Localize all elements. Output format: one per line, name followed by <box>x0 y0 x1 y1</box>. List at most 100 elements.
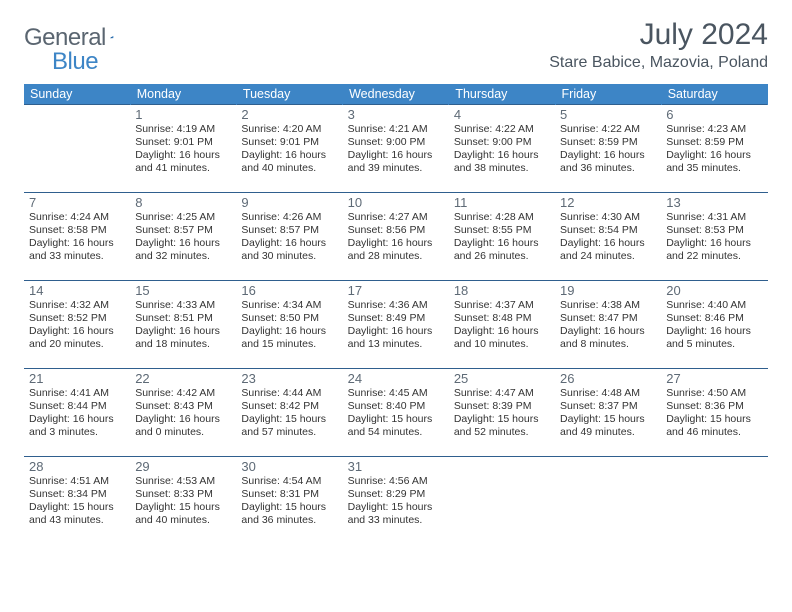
day-details: Sunrise: 4:22 AMSunset: 9:00 PMDaylight:… <box>454 123 550 176</box>
sunrise-line: Sunrise: 4:32 AM <box>29 299 125 312</box>
sunset-line: Sunset: 8:52 PM <box>29 312 125 325</box>
day-number: 8 <box>135 195 231 210</box>
day-header: Monday <box>130 84 236 105</box>
day-number: 6 <box>666 107 762 122</box>
table-row: 1Sunrise: 4:19 AMSunset: 9:01 PM Daylight… <box>24 105 768 193</box>
day-cell: 12Sunrise: 4:30 AMSunset: 8:54 PMDayligh… <box>555 193 661 281</box>
daylight-line: Daylight: 16 hours and 0 minutes. <box>135 413 231 439</box>
daylight-line: Daylight: 15 hours and 52 minutes. <box>454 413 550 439</box>
day-details: Sunrise: 4:50 AMSunset: 8:36 PMDaylight:… <box>666 387 762 440</box>
sunset-line: Sunset: 8:50 PM <box>241 312 337 325</box>
sunset-line: Sunset: 9:00 PM <box>348 136 444 149</box>
sunrise-line: Sunrise: 4:33 AM <box>135 299 231 312</box>
day-number: 19 <box>560 283 656 298</box>
day-cell: 10Sunrise: 4:27 AMSunset: 8:56 PMDayligh… <box>343 193 449 281</box>
day-details: Sunrise: 4:47 AMSunset: 8:39 PMDaylight:… <box>454 387 550 440</box>
day-details: Sunrise: 4:48 AMSunset: 8:37 PMDaylight:… <box>560 387 656 440</box>
sunset-line: Sunset: 8:59 PM <box>666 136 762 149</box>
sunrise-line: Sunrise: 4:20 AM <box>241 123 337 136</box>
day-cell: 3Sunrise: 4:21 AMSunset: 9:00 PMDaylight… <box>343 105 449 193</box>
day-details: Sunrise: 4:41 AMSunset: 8:44 PMDaylight:… <box>29 387 125 440</box>
sunset-line: Sunset: 8:51 PM <box>135 312 231 325</box>
day-number: 14 <box>29 283 125 298</box>
sunrise-line: Sunrise: 4:53 AM <box>135 475 231 488</box>
month-title: July 2024 <box>549 18 768 52</box>
day-header: Sunday <box>24 84 130 105</box>
day-details: Sunrise: 4:54 AMSunset: 8:31 PMDaylight:… <box>241 475 337 528</box>
sunrise-line: Sunrise: 4:19 AM <box>135 123 231 136</box>
day-details: Sunrise: 4:56 AMSunset: 8:29 PMDaylight:… <box>348 475 444 528</box>
sunset-line: Sunset: 8:43 PM <box>135 400 231 413</box>
day-number: 16 <box>241 283 337 298</box>
day-cell: 9Sunrise: 4:26 AMSunset: 8:57 PMDaylight… <box>236 193 342 281</box>
day-cell: 30Sunrise: 4:54 AMSunset: 8:31 PMDayligh… <box>236 457 342 545</box>
day-number: 27 <box>666 371 762 386</box>
sunrise-line: Sunrise: 4:25 AM <box>135 211 231 224</box>
daylight-line: Daylight: 16 hours and 8 minutes. <box>560 325 656 351</box>
day-cell: 17Sunrise: 4:36 AMSunset: 8:49 PMDayligh… <box>343 281 449 369</box>
day-number: 4 <box>454 107 550 122</box>
day-cell: 23Sunrise: 4:44 AMSunset: 8:42 PMDayligh… <box>236 369 342 457</box>
day-details: Sunrise: 4:36 AMSunset: 8:49 PMDaylight:… <box>348 299 444 352</box>
day-number: 3 <box>348 107 444 122</box>
day-cell: 15Sunrise: 4:33 AMSunset: 8:51 PMDayligh… <box>130 281 236 369</box>
daylight-line: Daylight: 15 hours and 43 minutes. <box>29 501 125 527</box>
sunrise-line: Sunrise: 4:56 AM <box>348 475 444 488</box>
sunset-line: Sunset: 8:55 PM <box>454 224 550 237</box>
day-header: Saturday <box>661 84 767 105</box>
day-cell: 5Sunrise: 4:22 AMSunset: 8:59 PMDaylight… <box>555 105 661 193</box>
day-header: Tuesday <box>236 84 342 105</box>
day-number: 24 <box>348 371 444 386</box>
day-details: Sunrise: 4:28 AMSunset: 8:55 PMDaylight:… <box>454 211 550 264</box>
sunset-line: Sunset: 8:59 PM <box>560 136 656 149</box>
sunset-line: Sunset: 8:48 PM <box>454 312 550 325</box>
day-cell: 1Sunrise: 4:19 AMSunset: 9:01 PMDaylight… <box>130 105 236 193</box>
sunrise-line: Sunrise: 4:21 AM <box>348 123 444 136</box>
daylight-line: Daylight: 15 hours and 40 minutes. <box>135 501 231 527</box>
sunset-line: Sunset: 9:01 PM <box>135 136 231 149</box>
sunrise-line: Sunrise: 4:50 AM <box>666 387 762 400</box>
sunrise-line: Sunrise: 4:30 AM <box>560 211 656 224</box>
location: Stare Babice, Mazovia, Poland <box>549 54 768 72</box>
sunset-line: Sunset: 8:39 PM <box>454 400 550 413</box>
day-cell: 13Sunrise: 4:31 AMSunset: 8:53 PMDayligh… <box>661 193 767 281</box>
day-number: 5 <box>560 107 656 122</box>
sunrise-line: Sunrise: 4:23 AM <box>666 123 762 136</box>
sunset-line: Sunset: 8:29 PM <box>348 488 444 501</box>
sunset-line: Sunset: 8:44 PM <box>29 400 125 413</box>
day-details: Sunrise: 4:37 AMSunset: 8:48 PMDaylight:… <box>454 299 550 352</box>
sunrise-line: Sunrise: 4:28 AM <box>454 211 550 224</box>
day-cell: 11Sunrise: 4:28 AMSunset: 8:55 PMDayligh… <box>449 193 555 281</box>
day-details: Sunrise: 4:30 AMSunset: 8:54 PMDaylight:… <box>560 211 656 264</box>
daylight-line: Daylight: 16 hours and 28 minutes. <box>348 237 444 263</box>
day-number: 9 <box>241 195 337 210</box>
table-row: 28Sunrise: 4:51 AMSunset: 8:34 PMDayligh… <box>24 457 768 545</box>
daylight-line: Daylight: 15 hours and 36 minutes. <box>241 501 337 527</box>
day-header: Friday <box>555 84 661 105</box>
sunset-line: Sunset: 8:37 PM <box>560 400 656 413</box>
sunset-line: Sunset: 8:33 PM <box>135 488 231 501</box>
sunset-line: Sunset: 8:47 PM <box>560 312 656 325</box>
sunset-line: Sunset: 8:49 PM <box>348 312 444 325</box>
daylight-line: Daylight: 16 hours and 13 minutes. <box>348 325 444 351</box>
daylight-line: Daylight: 16 hours and 39 minutes. <box>348 149 444 175</box>
day-number: 23 <box>241 371 337 386</box>
sunrise-line: Sunrise: 4:51 AM <box>29 475 125 488</box>
day-cell: 2Sunrise: 4:20 AMSunset: 9:01 PMDaylight… <box>236 105 342 193</box>
day-cell: 24Sunrise: 4:45 AMSunset: 8:40 PMDayligh… <box>343 369 449 457</box>
day-details: Sunrise: 4:22 AMSunset: 8:59 PMDaylight:… <box>560 123 656 176</box>
day-cell: 20Sunrise: 4:40 AMSunset: 8:46 PMDayligh… <box>661 281 767 369</box>
daylight-line: Daylight: 16 hours and 38 minutes. <box>454 149 550 175</box>
day-number: 18 <box>454 283 550 298</box>
day-header: Wednesday <box>343 84 449 105</box>
sunrise-line: Sunrise: 4:41 AM <box>29 387 125 400</box>
daylight-line: Daylight: 16 hours and 10 minutes. <box>454 325 550 351</box>
table-row: 14Sunrise: 4:32 AMSunset: 8:52 PM Dayligh… <box>24 281 768 369</box>
day-number: 1 <box>135 107 231 122</box>
daylight-line: Daylight: 16 hours and 33 minutes. <box>29 237 125 263</box>
sunrise-line: Sunrise: 4:38 AM <box>560 299 656 312</box>
daylight-line: Daylight: 16 hours and 26 minutes. <box>454 237 550 263</box>
sunrise-line: Sunrise: 4:34 AM <box>241 299 337 312</box>
table-row: 7Sunrise: 4:24 AMSunset: 8:58 PMDaylight… <box>24 193 768 281</box>
day-details: Sunrise: 4:34 AMSunset: 8:50 PMDaylight:… <box>241 299 337 352</box>
